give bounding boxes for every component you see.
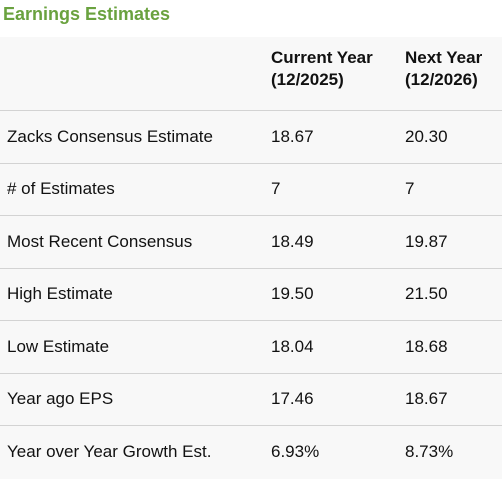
next-year-value: 7: [405, 179, 415, 199]
section-title: Earnings Estimates: [3, 4, 171, 24]
row-label: Year ago EPS: [7, 389, 114, 409]
current-year-value: 18.49: [271, 231, 314, 251]
current-year-value: 19.50: [271, 284, 314, 304]
table-row: High Estimate 19.50 21.50: [0, 269, 502, 321]
next-year-value: 21.50: [405, 284, 448, 304]
row-label: Year over Year Growth Est.: [7, 442, 212, 462]
current-year-value: 6.93%: [271, 442, 320, 462]
current-year-value: 7: [271, 179, 281, 199]
table-header-row: Current Year (12/2025) Next Year (12/202…: [0, 37, 502, 111]
next-year-value: 20.30: [405, 126, 448, 146]
table-row: Year ago EPS 17.46 18.67: [0, 374, 502, 426]
table-row: # of Estimates 7 7: [0, 164, 502, 216]
row-label: Most Recent Consensus: [7, 231, 193, 251]
current-year-value: 18.04: [271, 336, 314, 356]
table-row: Zacks Consensus Estimate 18.67 20.30: [0, 111, 502, 164]
table-row: Low Estimate 18.04 18.68: [0, 321, 502, 374]
current-year-value: 18.67: [271, 126, 314, 146]
current-year-value: 17.46: [271, 389, 314, 409]
next-year-value: 18.67: [405, 389, 448, 409]
row-label: Zacks Consensus Estimate: [7, 126, 213, 146]
header-current-year: Current Year (12/2025): [271, 48, 373, 89]
row-label: High Estimate: [7, 284, 113, 304]
next-year-value: 18.68: [405, 336, 448, 356]
table-row: Most Recent Consensus 18.49 19.87: [0, 216, 502, 269]
row-label: # of Estimates: [7, 179, 115, 199]
next-year-value: 8.73%: [405, 442, 454, 462]
row-label: Low Estimate: [7, 336, 110, 356]
header-next-year: Next Year (12/2026): [405, 48, 483, 89]
table-row: Year over Year Growth Est. 6.93% 8.73%: [0, 426, 502, 479]
earnings-estimates-table: Current Year (12/2025) Next Year (12/202…: [0, 37, 502, 479]
next-year-value: 19.87: [405, 231, 448, 251]
